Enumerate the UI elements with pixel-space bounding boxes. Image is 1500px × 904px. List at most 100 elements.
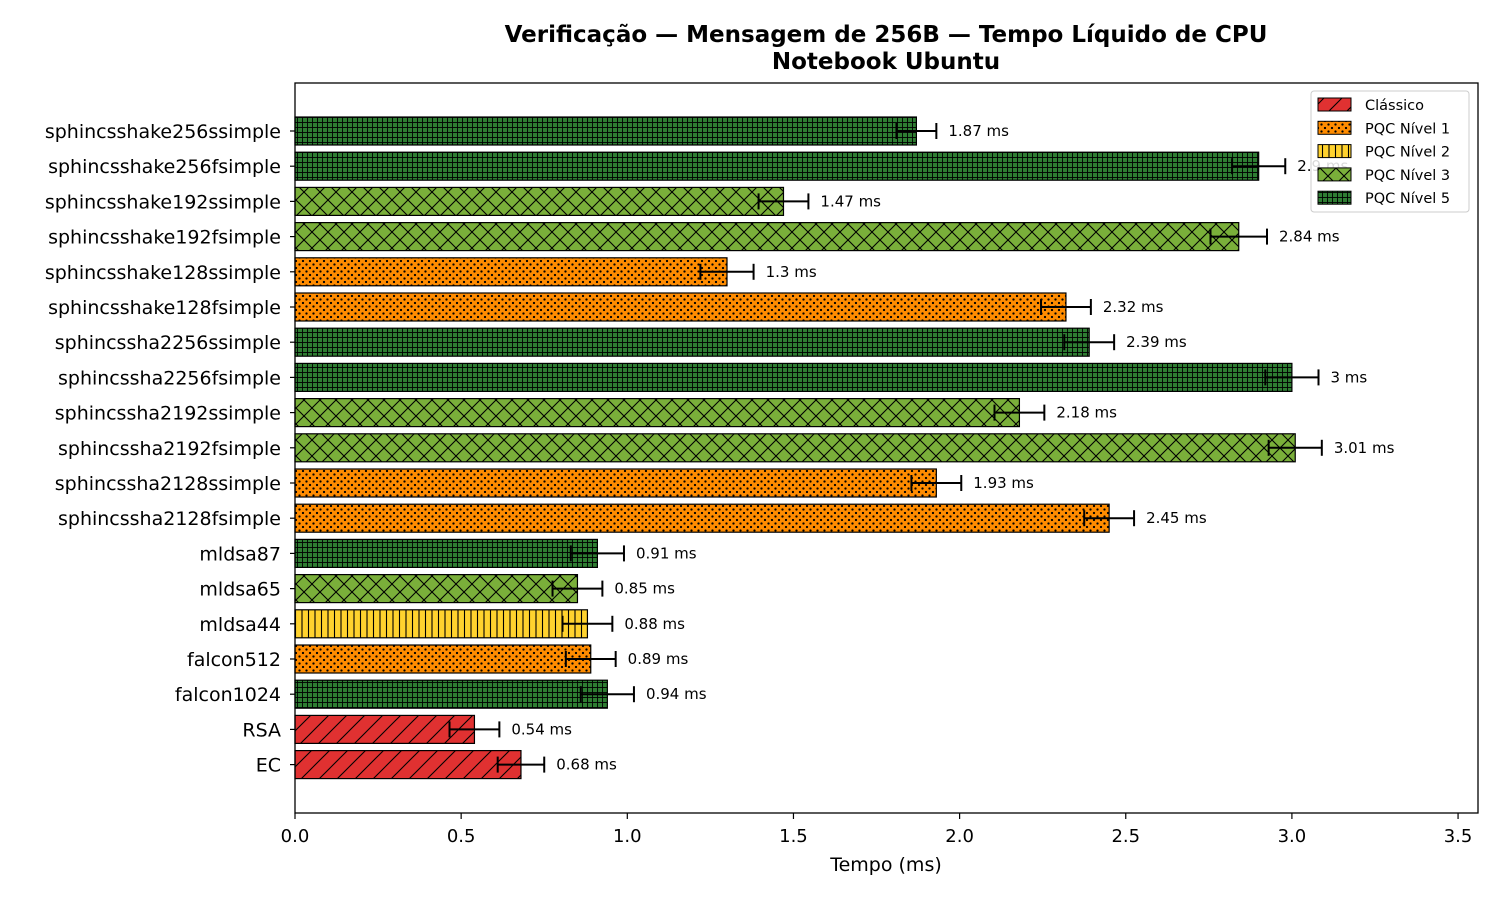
bar-group: 0.89 ms [294, 644, 689, 674]
legend: Clássico PQC Nível 1 PQC Nível 2 PQC Nível … [1310, 90, 1470, 213]
bar [294, 609, 589, 639]
legend-item: PQC Nível 2 [1317, 144, 1450, 161]
bar [294, 679, 608, 709]
bar-group: 0.68 ms [294, 749, 617, 780]
data-label: 0.94 ms [646, 685, 707, 703]
y-tick-label: EC [256, 755, 281, 777]
bar [294, 257, 728, 287]
y-tick-label: RSA [242, 719, 281, 741]
axes-layer: sphincsshake256ssimple sphincsshake256fsi… [45, 82, 1479, 847]
bar-group: 2.45 ms [294, 503, 1207, 533]
bar-group: 3.01 ms [294, 433, 1395, 463]
bar [294, 644, 592, 674]
bar [294, 749, 522, 780]
bar [294, 186, 785, 216]
y-tick-label: falcon1024 [175, 684, 281, 706]
x-tick-label: 3.0 [1278, 826, 1307, 847]
chart-title: Verificação — Mensagem de 256B — Tempo L… [505, 22, 1268, 48]
x-tick-label: 1.0 [613, 826, 642, 847]
y-tick-label: sphincssha2128fsimple [58, 508, 281, 530]
bar [294, 292, 1067, 322]
legend-label: Clássico [1365, 98, 1424, 114]
bar-group: 0.85 ms [294, 573, 675, 604]
bar-group: 0.91 ms [294, 538, 697, 569]
data-label: 1.3 ms [766, 263, 817, 281]
y-tick-label: mldsa87 [199, 543, 281, 565]
bar [294, 222, 1240, 252]
y-tick-label: sphincssha2192ssimple [55, 403, 281, 425]
bar-group: 0.54 ms [294, 714, 572, 745]
legend-swatch [1317, 144, 1352, 159]
y-tick-label: sphincsshake192ssimple [45, 191, 281, 213]
bar [294, 327, 1090, 357]
data-label: 0.89 ms [628, 650, 689, 668]
bar-group: 0.88 ms [294, 609, 685, 639]
data-label: 2.39 ms [1126, 333, 1187, 351]
data-label: 0.91 ms [636, 544, 697, 562]
data-label: 1.47 ms [820, 192, 881, 210]
legend-swatch [1317, 190, 1352, 205]
bar-group: 0.94 ms [294, 679, 707, 709]
bar [294, 538, 598, 569]
x-tick-label: 2.5 [1111, 826, 1140, 847]
legend-label: PQC Nível 2 [1365, 145, 1450, 161]
bar-group: 3 ms [294, 362, 1367, 392]
legend-label: PQC Nível 1 [1365, 121, 1450, 137]
data-label: 2.18 ms [1056, 404, 1117, 422]
legend-swatch [1317, 97, 1352, 112]
bar [294, 503, 1110, 533]
bar-group: 2.32 ms [294, 292, 1164, 322]
data-label: 3 ms [1330, 368, 1367, 386]
bar [294, 468, 937, 498]
data-label: 0.88 ms [624, 615, 685, 633]
bar [294, 362, 1293, 392]
data-label: 0.68 ms [556, 756, 617, 774]
bar [294, 151, 1260, 181]
legend-item: PQC Nível 5 [1317, 190, 1450, 207]
legend-swatch [1317, 167, 1352, 182]
data-label: 1.87 ms [948, 122, 1009, 140]
legend-swatch [1317, 120, 1352, 135]
legend-item: Clássico [1317, 97, 1424, 114]
y-tick-label: sphincssha2192fsimple [58, 438, 281, 460]
data-label: 0.85 ms [614, 580, 675, 598]
y-tick-label: sphincsshake256fsimple [48, 156, 281, 178]
y-tick-label: mldsa65 [199, 579, 281, 601]
data-label: 0.54 ms [511, 720, 572, 738]
bar-group: 2.9 ms [294, 151, 1348, 181]
bar [294, 573, 579, 604]
plot-frame [294, 82, 1479, 814]
bar-group: 1.87 ms [294, 116, 1009, 146]
bar [294, 433, 1296, 463]
y-tick-label: mldsa44 [199, 614, 281, 636]
legend-label: PQC Nível 3 [1365, 168, 1450, 184]
y-tick-label: sphincssha2256fsimple [58, 367, 281, 389]
bar [294, 398, 1021, 428]
legend-label: PQC Nível 5 [1365, 191, 1450, 207]
bar-group: 2.84 ms [294, 222, 1340, 252]
y-tick-label: falcon512 [187, 649, 281, 671]
data-label: 2.84 ms [1279, 228, 1340, 246]
bar-group: 1.47 ms [294, 186, 881, 216]
bar-group: 2.18 ms [294, 398, 1117, 428]
bar-group: 1.93 ms [294, 468, 1034, 498]
bar [294, 116, 918, 146]
bar-group: 2.39 ms [294, 327, 1187, 357]
chart-subtitle: Notebook Ubuntu [772, 49, 1000, 75]
data-label: 2.45 ms [1146, 509, 1207, 527]
x-tick-label: 0.0 [281, 826, 310, 847]
x-tick-label: 3.5 [1444, 826, 1473, 847]
data-label: 3.01 ms [1334, 439, 1395, 457]
y-tick-label: sphincsshake128fsimple [48, 297, 281, 319]
bars-layer: 1.87 ms 2.9 ms 1.47 ms 2.84 ms 1.3 ms 2.32 ms… [294, 116, 1395, 780]
x-tick-label: 0.5 [447, 826, 476, 847]
x-axis-label: Tempo (ms) [829, 854, 942, 876]
bar [294, 714, 476, 745]
y-tick-label: sphincsshake256ssimple [45, 121, 281, 143]
x-tick-label: 2.0 [945, 826, 974, 847]
data-label: 1.93 ms [973, 474, 1034, 492]
y-tick-label: sphincssha2128ssimple [55, 473, 281, 495]
legend-item: PQC Nível 3 [1317, 167, 1450, 184]
bar-group: 1.3 ms [294, 257, 817, 287]
